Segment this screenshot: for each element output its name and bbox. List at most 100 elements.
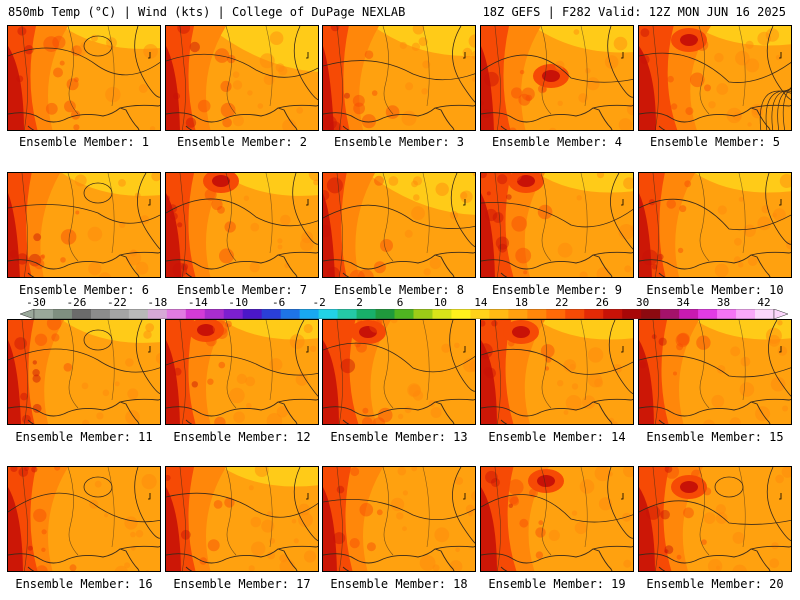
texture-speck: [96, 412, 104, 420]
texture-speck: [357, 269, 374, 277]
texture-speck: [374, 175, 384, 186]
texture-speck: [213, 500, 223, 509]
texture-speck: [657, 253, 664, 260]
wind-barb: [148, 52, 151, 59]
coastline-east: [434, 251, 475, 256]
border-line: [738, 320, 746, 401]
ensemble-member-map: [638, 172, 792, 278]
colorbar-tick-label: -26: [66, 296, 87, 309]
coastline: [8, 107, 140, 130]
texture-speck: [45, 102, 58, 115]
tight-contour: [759, 90, 791, 130]
wind-barb: [621, 52, 624, 59]
colorbar-swatch: [432, 309, 452, 319]
texture-speck: [508, 503, 513, 508]
texture-speck: [74, 45, 87, 57]
coastline-mexico: [27, 566, 35, 571]
texture-speck: [145, 323, 155, 332]
texture-speck: [726, 107, 742, 124]
cooler-area: [220, 173, 318, 196]
texture-speck: [39, 255, 45, 260]
ensemble-member-map: [322, 172, 476, 278]
coastline-east: [592, 104, 633, 109]
ensemble-member-caption: Ensemble Member: 7: [176, 283, 308, 297]
colorbar-swatch: [356, 309, 376, 319]
colorbar-swatch: [147, 309, 168, 319]
ensemble-member-map: [638, 319, 792, 425]
texture-speck: [372, 417, 386, 424]
texture-speck: [482, 109, 491, 118]
texture-speck: [573, 29, 580, 35]
colorbar-swatch: [698, 309, 718, 319]
texture-speck: [34, 333, 48, 346]
height-contour: [134, 467, 160, 539]
coastline-mexico: [185, 419, 193, 424]
hot-blob: [680, 34, 698, 46]
texture-speck: [135, 261, 149, 275]
texture-speck: [563, 410, 569, 415]
texture-speck: [506, 194, 512, 200]
texture-speck: [739, 382, 755, 397]
texture-speck: [747, 256, 758, 266]
ensemble-member-map: [638, 466, 792, 572]
texture-speck: [104, 513, 109, 518]
colorbar-tick-label: 10: [433, 296, 448, 309]
ensemble-member-caption: Ensemble Member: 18: [330, 577, 468, 591]
texture-speck: [151, 173, 160, 182]
texture-speck: [401, 110, 417, 126]
texture-speck: [63, 363, 73, 372]
texture-speck: [612, 364, 622, 374]
texture-speck: [525, 94, 533, 102]
coastline-east: [434, 104, 475, 109]
texture-speck: [243, 195, 250, 201]
texture-speck: [640, 28, 650, 37]
border-line: [698, 467, 710, 556]
coastline: [639, 548, 771, 571]
border-line: [179, 26, 186, 130]
hot-area: [323, 193, 335, 277]
texture-speck: [703, 419, 715, 424]
texture-speck: [455, 476, 464, 485]
texture-speck: [232, 71, 240, 78]
texture-speck: [538, 520, 544, 526]
coastline-east: [119, 251, 160, 256]
texture-speck: [166, 195, 170, 201]
texture-speck: [301, 231, 314, 244]
texture-speck: [141, 474, 157, 490]
texture-speck: [197, 99, 211, 113]
texture-speck: [676, 554, 682, 560]
texture-speck: [732, 531, 745, 544]
texture-speck: [31, 467, 38, 473]
hot-area: [8, 193, 20, 277]
height-contour: [639, 500, 791, 525]
texture-speck: [594, 467, 611, 482]
texture-speck: [70, 110, 81, 120]
colorbar-tick-label: -2: [312, 296, 326, 309]
texture-speck: [41, 547, 46, 552]
border-line: [265, 467, 273, 548]
coastline-east: [119, 398, 160, 403]
texture-speck: [66, 78, 79, 91]
colorbar-tick-label: 14: [474, 296, 488, 309]
texture-speck: [191, 381, 198, 388]
texture-speck: [220, 80, 232, 92]
border-line: [580, 320, 588, 401]
texture-speck: [32, 369, 40, 377]
texture-speck: [303, 323, 313, 334]
texture-speck: [390, 497, 405, 512]
border-line: [494, 26, 501, 130]
texture-speck: [60, 257, 66, 263]
height-contour: [481, 494, 633, 523]
border-line: [107, 320, 115, 401]
texture-speck: [715, 512, 728, 524]
hot-area: [166, 340, 180, 424]
wind-barb: [621, 199, 624, 206]
texture-speck: [495, 236, 509, 250]
ensemble-member-map: [165, 466, 319, 572]
texture-speck: [664, 545, 674, 554]
ensemble-member-caption: Ensemble Member: 8: [333, 283, 465, 297]
texture-speck: [254, 467, 269, 477]
hot-blob: [197, 324, 215, 336]
colorbar-swatch: [565, 309, 585, 319]
texture-speck: [248, 565, 255, 571]
